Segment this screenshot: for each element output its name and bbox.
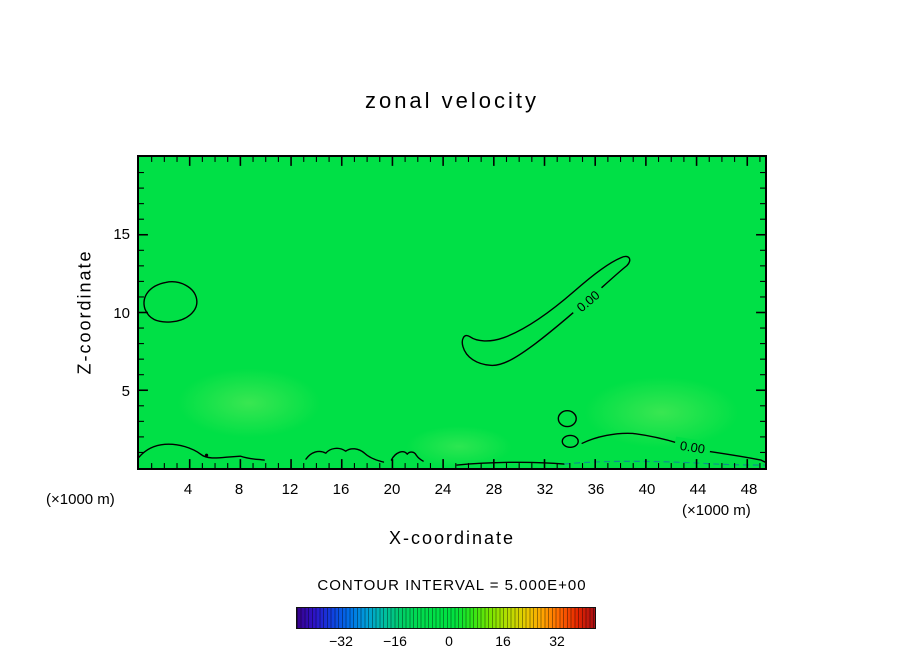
zero-contour-small-blob-upper	[557, 410, 577, 428]
zero-contour-small-blob-lower	[561, 434, 579, 448]
axis-ticks	[139, 157, 765, 468]
zero-contour-left-oval	[143, 281, 198, 323]
contour-point	[204, 453, 209, 457]
zero-contour-surface-right-a	[581, 432, 680, 445]
colorbar-tick-label: −32	[329, 633, 353, 649]
colorbar-tick-label: 0	[445, 633, 453, 649]
x-tick-label: 16	[332, 481, 350, 498]
x-tick-label: 4	[183, 481, 193, 498]
x-tick-label: 28	[485, 481, 503, 498]
contour-label-lower-group: 0.00	[673, 436, 712, 458]
contour-label-upper-group: 0.00	[568, 283, 608, 320]
colorbar-cell-separators	[297, 608, 595, 628]
colorbar-tick-label: 32	[549, 633, 565, 649]
colorbar-tick-label: −16	[383, 633, 407, 649]
y-tick-label: 5	[121, 383, 130, 400]
x-tick-label: 8	[234, 481, 244, 498]
zero-contour-surface-middle	[305, 447, 385, 463]
contour-interval-text: CONTOUR INTERVAL = 5.000E+00	[317, 577, 587, 594]
zero-contour-surface-left	[139, 443, 265, 461]
contour-zero-label-lower: 0.00	[679, 438, 706, 457]
zero-contour-surface-small	[390, 451, 424, 462]
x-tick-label: 12	[281, 481, 299, 498]
x-tick-label: 36	[587, 481, 605, 498]
zero-contours	[139, 255, 765, 466]
y-tick-label: 10	[113, 305, 130, 322]
x-axis-unit-right: (×1000 m)	[682, 502, 751, 519]
x-tick-label: 32	[536, 481, 554, 498]
y-tick-label: 15	[113, 226, 130, 243]
colorbar-tick-label: 16	[495, 633, 511, 649]
x-tick-label: 40	[638, 481, 656, 498]
x-tick-label: 20	[383, 481, 401, 498]
zero-contour-surface-right-b	[706, 450, 765, 463]
x-tick-label: 48	[740, 481, 758, 498]
x-axis-title: X-coordinate	[388, 528, 516, 548]
x-tick-label: 24	[434, 481, 452, 498]
contour-label-mask	[673, 436, 712, 458]
x-tick-label: 44	[689, 481, 707, 498]
plot-area: 0.00 0.00	[137, 155, 767, 474]
contour-label-mask	[568, 283, 608, 320]
contour-overlay: 0.00 0.00	[139, 157, 765, 468]
x-axis-unit-left: (×1000 m)	[46, 491, 115, 508]
zero-contour-surface-center	[456, 461, 565, 466]
colorbar-gradient	[297, 608, 595, 628]
chart-title: zonal velocity	[364, 88, 540, 113]
zero-contour-elevated-band	[461, 255, 631, 367]
colorbar	[296, 607, 596, 629]
